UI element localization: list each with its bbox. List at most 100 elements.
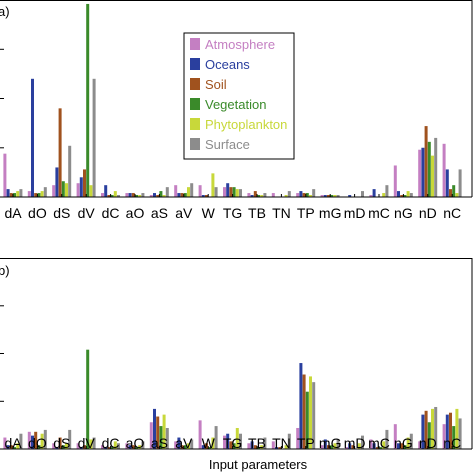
bar-atmosphere-nD — [418, 149, 422, 197]
bar-atmosphere-TN — [271, 441, 275, 449]
x-tick-label-TP: TP — [297, 435, 315, 451]
bar-vegetation-aS — [159, 191, 163, 197]
bar-surface-nC — [458, 418, 462, 449]
bar-atmosphere-TP — [296, 193, 300, 197]
panel-b-axes — [0, 258, 473, 450]
bar-soil-dC — [107, 447, 111, 449]
bar-oceans-W — [201, 195, 205, 197]
bar-phytoplankton-dO — [40, 433, 44, 449]
bar-vegetation-dA — [13, 447, 16, 449]
bar-phytoplankton-aS — [162, 195, 166, 197]
bar-vegetation-dA — [13, 193, 16, 197]
bar-atmosphere-aS — [149, 195, 153, 197]
panel-a: dA dO dS dV dC aO aS aV W TG TB TN TP mG mD mC nG nD nC — [0, 0, 473, 221]
bar-atmosphere-mG — [320, 445, 324, 449]
x-tick-label-W: W — [202, 435, 216, 451]
bar-oceans-mD — [348, 195, 352, 197]
bar-phytoplankton-aO — [138, 195, 142, 197]
bar-surface-dC — [117, 443, 120, 449]
bar-phytoplankton-nC — [455, 193, 459, 197]
bar-phytoplankton-nD — [431, 408, 434, 449]
bar-oceans-aS — [153, 408, 156, 449]
bar-phytoplankton-dS — [65, 183, 68, 197]
bar-surface-dO — [43, 187, 47, 197]
bar-oceans-aO — [128, 445, 132, 449]
x-tick-label-dS: dS — [53, 205, 70, 221]
bar-atmosphere-dC — [101, 193, 104, 197]
legend-label-soil: Soil — [205, 77, 227, 92]
bar-phytoplankton-TG — [235, 189, 239, 197]
legend: Atmosphere Oceans Soil Vegetation Phytoplank… — [183, 32, 295, 160]
bar-surface-dA — [19, 189, 23, 197]
legend-swatch-soil — [190, 78, 200, 90]
bar-oceans-TP — [299, 191, 303, 197]
x-tick-label-dC: dC — [102, 435, 120, 451]
panel-b: dA dO dS dV dC aO aS aV W TG TB TN TP mG mD mC nG nD nC — [0, 258, 473, 451]
bar-vegetation-dC — [110, 195, 114, 197]
bar-soil-aO — [131, 193, 135, 197]
bar-surface-mG — [336, 195, 340, 197]
bar-phytoplankton-TB — [260, 445, 264, 449]
bar-surface-dV — [92, 437, 96, 449]
bar-atmosphere-aV — [174, 185, 178, 197]
legend-items: Atmosphere Oceans Soil Vegetation Phytoplank… — [190, 37, 287, 152]
legend-label-phytoplankton: Phytoplankton — [205, 117, 287, 132]
bar-vegetation-dC — [110, 447, 114, 449]
x-tick-label-mG: mG — [319, 435, 342, 451]
bar-soil-dS — [58, 108, 62, 197]
bar-surface-mC — [385, 185, 389, 197]
bar-phytoplankton-W — [211, 173, 215, 197]
bar-vegetation-dS — [61, 181, 65, 197]
x-tick-label-mD: mD — [344, 435, 366, 451]
bar-soil-aS — [156, 416, 160, 449]
bar-soil-dC — [107, 195, 111, 197]
bar-vegetation-TG — [232, 187, 236, 197]
bar-vegetation-nG — [403, 195, 407, 197]
bar-phytoplankton-nC — [455, 408, 459, 449]
bar-oceans-dO — [31, 435, 34, 449]
bar-phytoplankton-nD — [431, 155, 434, 197]
bar-atmosphere-aO — [125, 193, 129, 197]
bar-oceans-dA — [6, 445, 10, 449]
bar-phytoplankton-aV — [187, 187, 190, 197]
bar-soil-TP — [302, 193, 306, 197]
legend-box — [183, 32, 295, 160]
bar-vegetation-nC — [452, 426, 456, 449]
x-tick-label-mD: mD — [344, 205, 366, 221]
bar-soil-mC — [375, 447, 379, 449]
x-tick-label-TN: TN — [272, 435, 291, 451]
bar-phytoplankton-aV — [187, 443, 190, 449]
legend-label-surface: Surface — [205, 137, 250, 152]
bar-oceans-nD — [421, 414, 425, 449]
bar-surface-TB — [263, 193, 267, 197]
bar-phytoplankton-dO — [40, 191, 44, 197]
bar-vegetation-aV — [183, 445, 187, 449]
bar-atmosphere-mD — [345, 447, 348, 449]
bar-surface-aS — [165, 187, 169, 197]
bar-phytoplankton-aS — [162, 414, 166, 449]
x-tick-label-W: W — [202, 205, 216, 221]
bar-atmosphere-TG — [223, 435, 226, 449]
bar-atmosphere-nG — [393, 424, 397, 449]
bar-phytoplankton-TP — [309, 195, 312, 197]
bar-oceans-nC — [445, 169, 449, 197]
bar-atmosphere-dS — [52, 443, 56, 449]
x-tick-label-TB: TB — [248, 205, 266, 221]
bar-vegetation-TP — [305, 391, 309, 449]
x-tick-label-aV: aV — [175, 435, 193, 451]
bar-oceans-aS — [153, 193, 156, 197]
bar-soil-nG — [400, 443, 404, 449]
bar-oceans-mG — [323, 439, 327, 449]
x-tick-label-TN: TN — [272, 205, 291, 221]
bar-surface-nG — [409, 193, 413, 197]
x-tick-label-nD: nD — [419, 205, 437, 221]
bar-surface-aV — [190, 183, 194, 197]
panel-b-bars — [3, 349, 462, 449]
x-tick-label-aV: aV — [175, 205, 193, 221]
legend-label-atmosphere: Atmosphere — [205, 37, 275, 52]
legend-label-oceans: Oceans — [205, 57, 250, 72]
bar-soil-TN — [278, 447, 282, 449]
x-tick-label-TG: TG — [223, 435, 242, 451]
x-tick-label-mC: mC — [368, 435, 390, 451]
